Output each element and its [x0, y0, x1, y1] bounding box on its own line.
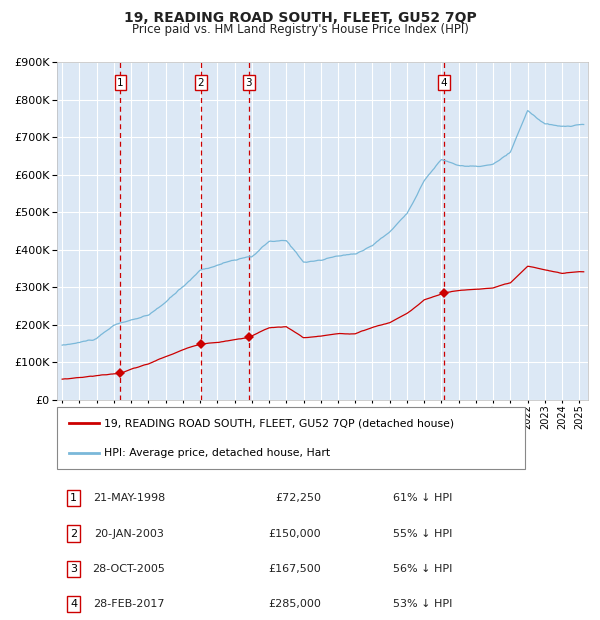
Text: 28-OCT-2005: 28-OCT-2005: [92, 564, 166, 574]
Text: 2: 2: [70, 528, 77, 539]
Text: 1: 1: [117, 78, 124, 87]
Text: £72,250: £72,250: [275, 493, 321, 503]
Text: 61% ↓ HPI: 61% ↓ HPI: [393, 493, 452, 503]
Text: 56% ↓ HPI: 56% ↓ HPI: [393, 564, 452, 574]
Text: 3: 3: [245, 78, 252, 87]
Text: 28-FEB-2017: 28-FEB-2017: [93, 599, 165, 609]
Text: 19, READING ROAD SOUTH, FLEET, GU52 7QP (detached house): 19, READING ROAD SOUTH, FLEET, GU52 7QP …: [104, 418, 454, 428]
Text: Price paid vs. HM Land Registry's House Price Index (HPI): Price paid vs. HM Land Registry's House …: [131, 23, 469, 36]
Text: 20-JAN-2003: 20-JAN-2003: [94, 528, 164, 539]
Text: 4: 4: [441, 78, 448, 87]
FancyBboxPatch shape: [57, 407, 525, 469]
Text: 53% ↓ HPI: 53% ↓ HPI: [393, 599, 452, 609]
Text: 2: 2: [197, 78, 204, 87]
Text: 19, READING ROAD SOUTH, FLEET, GU52 7QP: 19, READING ROAD SOUTH, FLEET, GU52 7QP: [124, 11, 476, 25]
Text: 55% ↓ HPI: 55% ↓ HPI: [393, 528, 452, 539]
Text: £167,500: £167,500: [268, 564, 321, 574]
Text: 1: 1: [70, 493, 77, 503]
Text: £285,000: £285,000: [268, 599, 321, 609]
Text: 4: 4: [70, 599, 77, 609]
Text: £150,000: £150,000: [268, 528, 321, 539]
Text: HPI: Average price, detached house, Hart: HPI: Average price, detached house, Hart: [104, 448, 330, 458]
Text: 3: 3: [70, 564, 77, 574]
Text: 21-MAY-1998: 21-MAY-1998: [93, 493, 165, 503]
